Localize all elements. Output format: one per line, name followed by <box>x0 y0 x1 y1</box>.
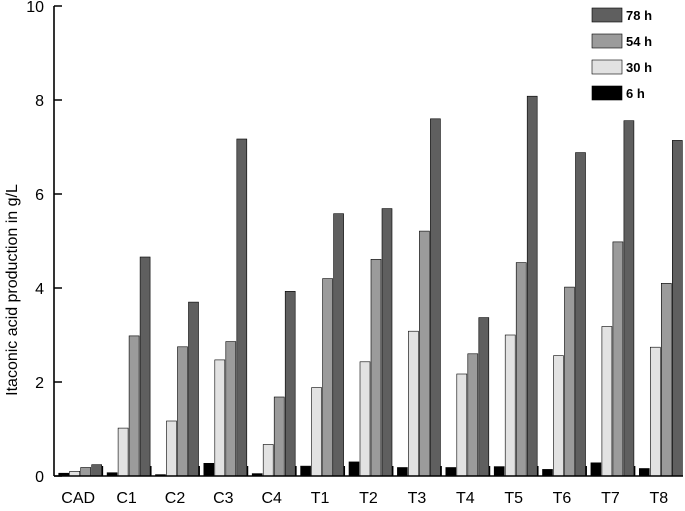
bar-T7-6h <box>590 462 602 477</box>
bar-C3-30h <box>214 359 226 477</box>
bar-T3-6h <box>397 467 408 477</box>
y-tick-label: 8 <box>35 93 44 110</box>
x-tick-label: T5 <box>504 490 523 507</box>
x-tick-label: T3 <box>408 490 427 507</box>
bar-T4-30h <box>456 373 468 477</box>
bar-T6-54h <box>564 286 575 477</box>
bar-T5-30h <box>504 334 516 477</box>
y-tick-label: 4 <box>35 281 44 298</box>
y-tick-label: 6 <box>35 187 44 204</box>
bar-CAD-78h <box>91 464 102 477</box>
axes-group: CAD C1 C2 C3 C4 T1 T2 T3 T4 T5 T6 T7 T8 0 2 4 6 8 10 <box>26 0 683 507</box>
x-tick-label: T6 <box>553 490 572 507</box>
legend-swatch-30h <box>591 59 623 75</box>
bar-T2-78h <box>381 208 393 477</box>
bar-T5-54h <box>515 262 527 477</box>
legend-swatch-6h <box>591 85 623 101</box>
bar-T3-78h <box>430 118 441 477</box>
bar-C1-30h <box>117 427 129 477</box>
bar-T7-54h <box>612 241 624 477</box>
y-axis-title: Itaconic acid production in g/L <box>4 184 21 396</box>
y-tick-label: 2 <box>35 375 44 392</box>
x-tick-label: T4 <box>456 490 475 507</box>
bar-C4-54h <box>273 396 285 477</box>
bar-T5-6h <box>493 466 505 477</box>
bar-T4-78h <box>478 317 490 477</box>
bar-C3-54h <box>225 341 237 477</box>
y-tick-label: 10 <box>26 0 44 16</box>
legend-label-78h: 78 h <box>626 8 652 23</box>
x-tick-label: C4 <box>261 490 282 507</box>
bar-T3-54h <box>419 230 430 477</box>
y-tick-label: 0 <box>35 469 44 486</box>
x-tick-label: C1 <box>116 490 137 507</box>
x-tick-label: CAD <box>61 490 95 507</box>
bar-C4-78h <box>284 290 296 477</box>
bar-T8-78h <box>671 140 683 477</box>
bar-T8-30h <box>649 346 661 477</box>
bar-T1-78h <box>333 213 344 477</box>
bar-C1-78h <box>139 256 151 477</box>
legend-label-6h: 6 h <box>626 86 645 101</box>
legend: 78 h 54 h 30 h 6 h <box>591 7 652 101</box>
bar-T7-30h <box>601 326 613 477</box>
bar-C2-54h <box>177 346 188 477</box>
bar-T6-78h <box>575 152 586 477</box>
bar-T2-6h <box>348 461 360 477</box>
bar-C1-54h <box>128 335 140 477</box>
bar-CAD-54h <box>80 467 91 477</box>
bar-T2-54h <box>370 258 382 477</box>
bar-T5-78h <box>526 95 538 477</box>
legend-swatch-54h <box>591 33 623 49</box>
legend-swatch-78h <box>591 7 623 23</box>
bar-T2-30h <box>359 361 371 477</box>
legend-label-30h: 30 h <box>626 60 652 75</box>
bar-T8-54h <box>660 282 672 477</box>
bar-T4-54h <box>467 353 479 477</box>
bar-T6-30h <box>553 355 564 477</box>
bar-C3-6h <box>203 462 215 477</box>
bar-T7-78h <box>623 120 635 477</box>
bar-C3-78h <box>236 138 248 477</box>
bar-T6-6h <box>542 469 553 477</box>
bar-T4-6h <box>445 467 457 477</box>
x-tick-label: T7 <box>601 490 620 507</box>
legend-label-54h: 54 h <box>626 34 652 49</box>
x-tick-label: C3 <box>213 490 234 507</box>
x-tick-label: T2 <box>359 490 378 507</box>
bar-C4-30h <box>262 444 274 477</box>
x-tick-label: T8 <box>649 490 668 507</box>
bar-C2-30h <box>166 420 177 477</box>
bar-T1-30h <box>311 387 322 477</box>
bar-C2-78h <box>188 301 199 477</box>
bar-T1-54h <box>322 278 333 477</box>
bar-T1-6h <box>300 465 311 477</box>
x-tick-label: T1 <box>311 490 330 507</box>
bar-T8-6h <box>638 468 650 477</box>
bar-T3-30h <box>408 330 419 477</box>
x-tick-label: C2 <box>165 490 186 507</box>
bars-group <box>58 95 683 477</box>
